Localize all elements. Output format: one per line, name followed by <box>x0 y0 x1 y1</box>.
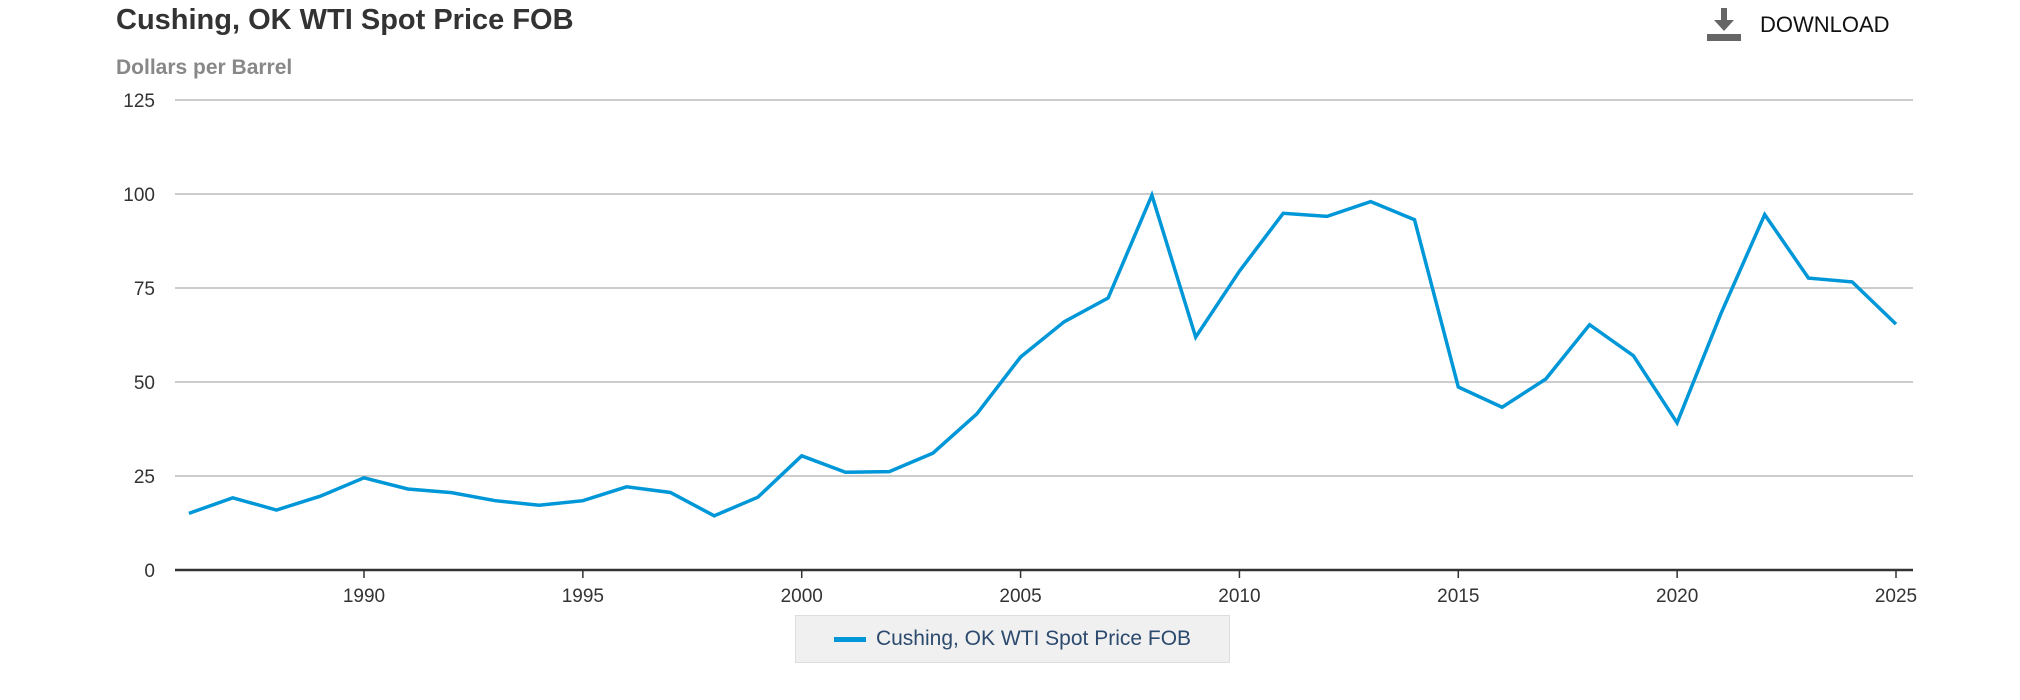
x-tick-label: 2000 <box>781 586 823 607</box>
x-tick-label: 2015 <box>1437 586 1479 607</box>
chart-title: Cushing, OK WTI Spot Price FOB <box>116 4 574 36</box>
y-axis-label: Dollars per Barrel <box>116 56 293 79</box>
legend[interactable]: Cushing, OK WTI Spot Price FOB <box>795 615 1230 663</box>
x-tick-label: 2025 <box>1875 586 1917 607</box>
download-button[interactable]: DOWNLOAD <box>1706 8 1890 42</box>
series-line <box>188 190 1898 518</box>
x-tick-label: 2020 <box>1656 586 1698 607</box>
x-tick-label: 1995 <box>562 586 604 607</box>
x-tick-label: 2005 <box>999 586 1041 607</box>
y-tick-label: 25 <box>134 467 155 488</box>
y-tick-label: 0 <box>144 561 155 582</box>
y-tick-label: 75 <box>134 279 155 300</box>
legend-swatch <box>833 636 866 642</box>
y-tick-label: 125 <box>123 91 155 112</box>
download-icon <box>1707 8 1741 41</box>
download-label: DOWNLOAD <box>1760 12 1890 37</box>
y-tick-label: 100 <box>123 185 155 206</box>
x-tick-label: 1990 <box>343 586 385 607</box>
legend-label: Cushing, OK WTI Spot Price FOB <box>875 627 1192 650</box>
y-tick-label: 50 <box>134 373 155 394</box>
x-tick-label: 2010 <box>1218 586 1260 607</box>
